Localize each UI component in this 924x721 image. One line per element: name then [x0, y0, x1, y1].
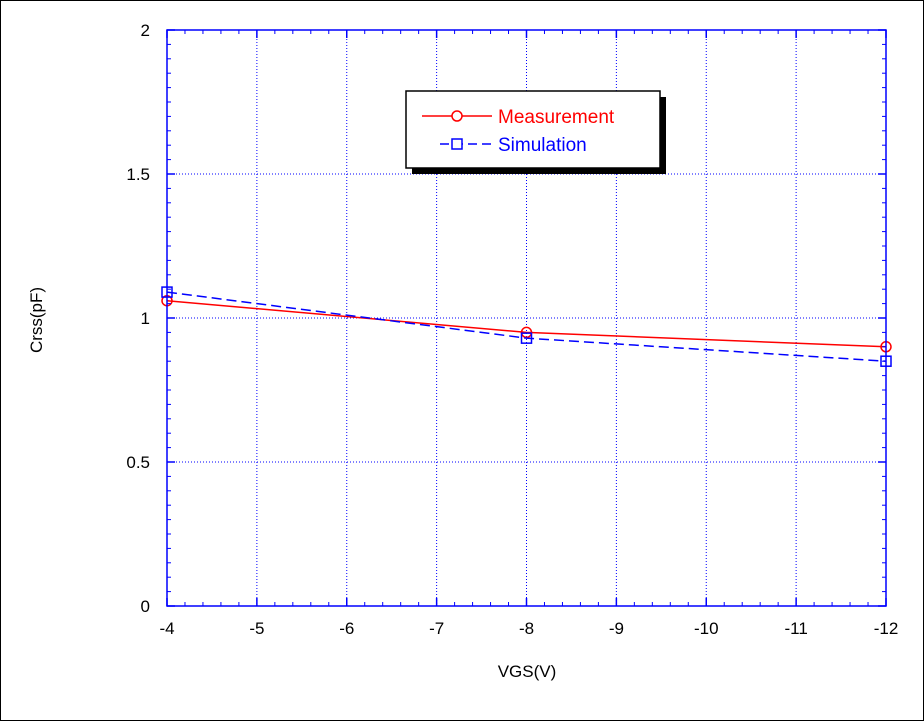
- y-tick-label: 2: [141, 21, 150, 40]
- simulation-series-line: [166, 291, 887, 362]
- legend: Measurement Simulation: [405, 90, 666, 174]
- legend-simulation-marker: [451, 138, 463, 150]
- x-tick-label: -9: [609, 619, 624, 638]
- x-tick-label: -5: [249, 619, 264, 638]
- legend-box: [405, 90, 661, 169]
- legend-measurement-label: Measurement: [498, 107, 615, 128]
- simulation-point: [520, 332, 533, 344]
- x-tick-label: -7: [429, 619, 444, 638]
- x-tick-label: -4: [159, 619, 174, 638]
- y-tick-label: 1: [141, 309, 150, 328]
- measurement-series-line: [166, 299, 887, 348]
- plot-axes: [166, 29, 887, 607]
- x-tick-label: -12: [874, 619, 899, 638]
- x-tick-label: -6: [339, 619, 354, 638]
- y-tick-label: 1.5: [126, 165, 150, 184]
- y-axis-label: Crss(pF): [27, 287, 46, 353]
- legend-measurement-marker: [451, 110, 463, 122]
- x-tick-label: -10: [694, 619, 719, 638]
- x-tick-label: -8: [519, 619, 534, 638]
- measurement-point: [520, 326, 533, 339]
- x-tick-label: -11: [784, 619, 807, 638]
- legend-simulation-label: Simulation: [498, 135, 587, 156]
- tick-labels: -4 -5 -6 -7 -8 -9 -10 -11 -12 0 0.5 1 1.5 2: [126, 21, 898, 638]
- plot-series: [161, 286, 892, 367]
- x-axis-label: VGS(V): [498, 662, 557, 681]
- y-tick-label: 0: [141, 597, 150, 616]
- y-tick-label: 0.5: [126, 453, 150, 472]
